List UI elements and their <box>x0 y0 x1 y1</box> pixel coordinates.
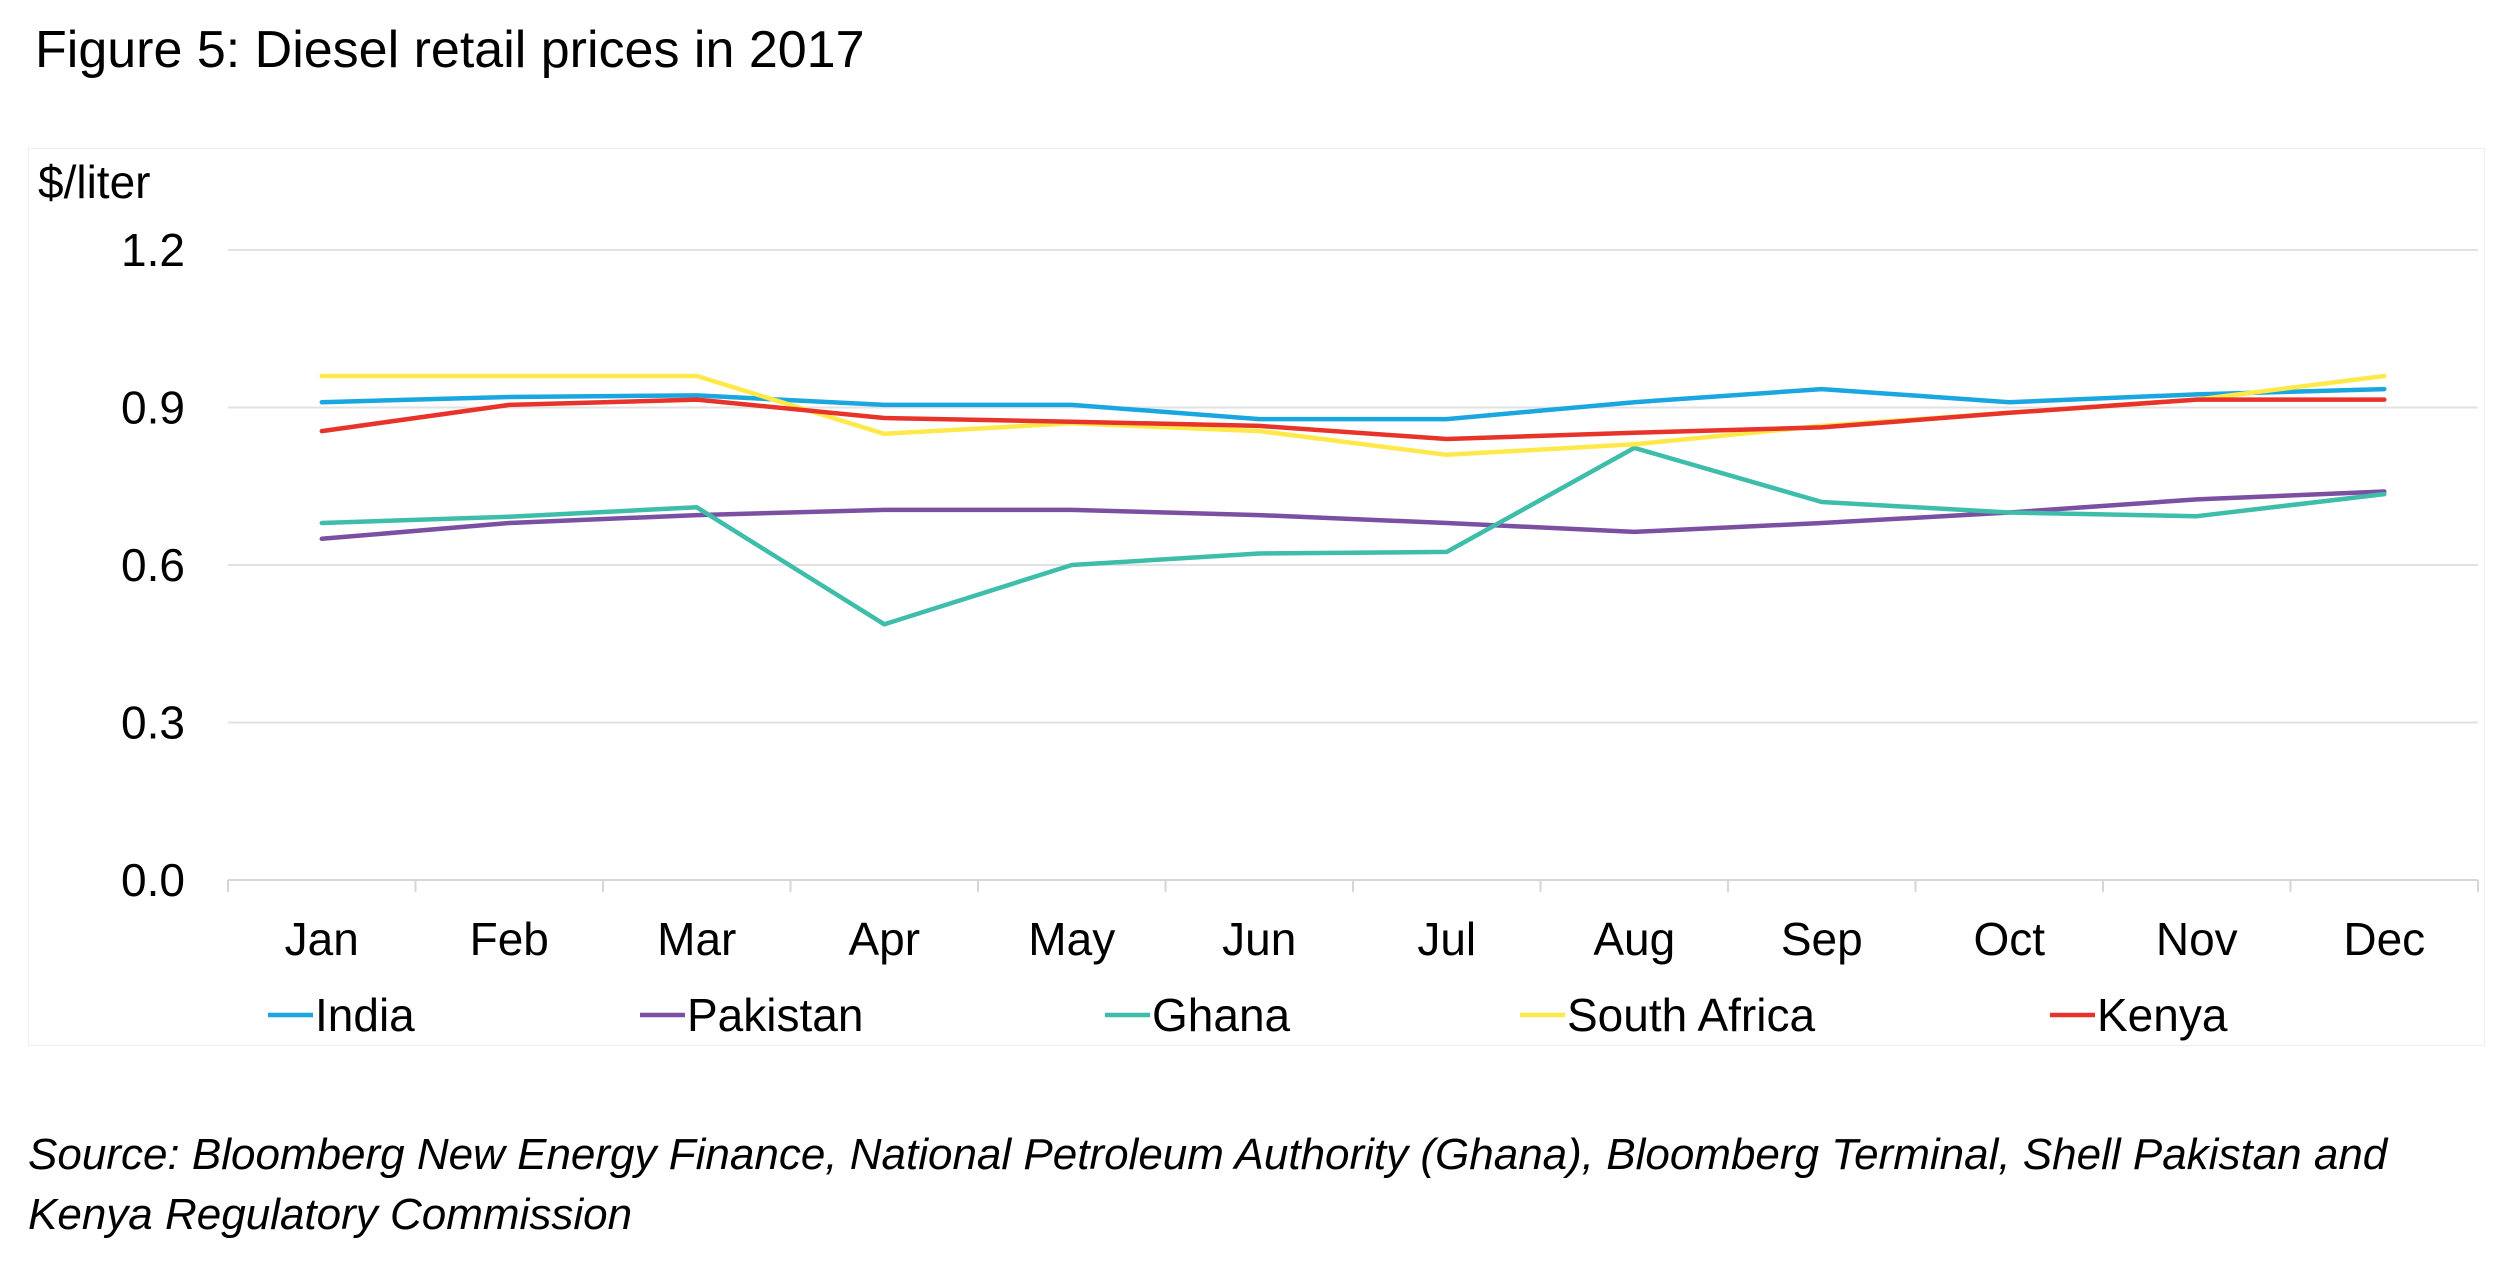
y-tick-label: 0.0 <box>121 854 185 906</box>
x-tick-label: Aug <box>1593 913 1675 965</box>
series-line-india <box>319 386 2387 422</box>
series-line-south-africa <box>319 373 2387 458</box>
x-tick-label: Apr <box>848 913 920 965</box>
series-lines <box>319 373 2387 627</box>
x-tick-label: Feb <box>470 913 549 965</box>
series-line-ghana <box>319 445 2387 627</box>
gridlines <box>228 249 2478 724</box>
x-tick-label: Jul <box>1417 913 1476 965</box>
axes: 0.0 0.3 0.6 0.9 1.2 Jan Feb Mar Apr May Jun Jul Aug S… <box>121 224 2479 965</box>
x-tick-label: Nov <box>2156 913 2238 965</box>
series-line-kenya <box>319 397 2387 442</box>
legend-label-south-africa: South Africa <box>1567 989 1815 1041</box>
x-tick-label: May <box>1028 913 1115 965</box>
x-tick-label: Jan <box>285 913 359 965</box>
y-axis-label: $/liter <box>38 156 150 208</box>
x-tick-label: Sep <box>1781 913 1863 965</box>
x-tick-label: Oct <box>1973 913 2045 965</box>
x-tick-label: Jun <box>1222 913 1296 965</box>
figure-title: Figure 5: Diesel retail prices in 2017 <box>35 21 865 79</box>
legend-label-pakistan: Pakistan <box>687 989 863 1041</box>
chart-area <box>28 148 2485 1046</box>
legend: India Pakistan Ghana South Africa Kenya <box>268 989 2228 1041</box>
y-tick-label: 0.6 <box>121 539 185 591</box>
y-tick-label: 1.2 <box>121 224 185 276</box>
legend-label-ghana: Ghana <box>1152 989 1291 1041</box>
line-chart: $/liter 0.0 0.3 0.6 0.9 1.2 Jan Feb Mar Apr May Ju… <box>38 156 2479 1041</box>
y-tick-label: 0.9 <box>121 382 185 434</box>
legend-label-india: India <box>315 989 415 1041</box>
source-note: Source: Bloomberg New Energy Finance, Na… <box>28 1130 2388 1239</box>
legend-label-kenya: Kenya <box>2097 989 2228 1041</box>
series-line-pakistan <box>319 489 2387 542</box>
x-tick-label: Dec <box>2343 913 2425 965</box>
x-tick-label: Mar <box>657 913 736 965</box>
y-tick-label: 0.3 <box>121 697 185 749</box>
